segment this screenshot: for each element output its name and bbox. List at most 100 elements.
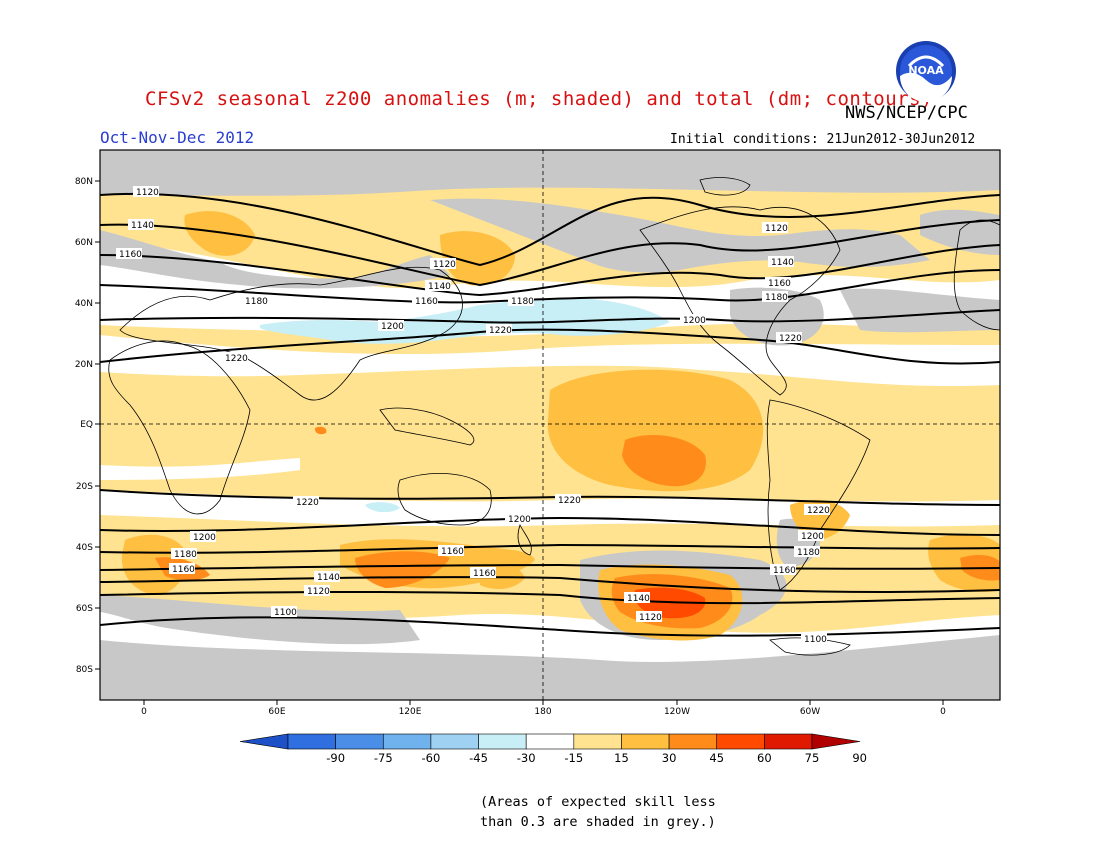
- contour-line-1120-nh: [100, 192, 1000, 267]
- lat-tick-label: 20S: [76, 482, 93, 492]
- colorbar-tick-label: 75: [805, 751, 820, 765]
- contour-label: 1220: [225, 354, 248, 364]
- lon-tick-label: 60W: [800, 707, 820, 717]
- skill-note-line-1: (Areas of expected skill less: [480, 794, 716, 810]
- colorbar-swatch: [478, 733, 527, 750]
- longitude-axis: [143, 700, 944, 705]
- contour-label: 1180: [245, 297, 268, 307]
- lat-tick-label: 80N: [75, 177, 93, 187]
- contour-label: 1200: [508, 515, 531, 525]
- lat-tick-label: 60S: [76, 604, 93, 614]
- skill-note: (Areas of expected skill less than 0.3 a…: [480, 792, 716, 832]
- contour-label: 1200: [683, 316, 706, 326]
- anomaly-shading: [100, 150, 1000, 700]
- colorbar-tick-label: 60: [757, 751, 772, 765]
- contour-line-1180-sh: [100, 543, 1000, 554]
- lon-tick-label: 120E: [399, 707, 422, 717]
- contour-label: 1220: [779, 334, 802, 344]
- contour-label: 1140: [428, 282, 451, 292]
- contour-label: 1120: [639, 613, 662, 623]
- contour-label: 1220: [296, 498, 319, 508]
- contour-line-1220-nh: [100, 328, 1000, 365]
- colorbar-tick-label: 90: [852, 751, 867, 765]
- contour-label: 1160: [119, 250, 142, 260]
- contour-line-1160-sh: [100, 563, 1000, 571]
- colorbar-swatch: [525, 733, 575, 750]
- contour-label: 1200: [193, 533, 216, 543]
- contour-line-1160-nh: [100, 244, 1000, 297]
- lat-tick-label: 40N: [75, 299, 93, 309]
- contour-line-1140-sh: [100, 576, 1000, 593]
- contour-label: 1120: [433, 260, 456, 270]
- lon-tick-label: 0: [141, 707, 147, 717]
- skill-note-line-2: than 0.3 are shaded in grey.): [480, 814, 716, 830]
- colorbar-tick-label: 45: [709, 751, 724, 765]
- contour-labels: 1120 1120 1120 1140 1140 1140 1160 1160 …: [116, 186, 830, 645]
- contour-label: 1180: [765, 293, 788, 303]
- colorbar-tick-label: -60: [422, 751, 441, 765]
- contour-line-1200-sh: [100, 516, 1000, 536]
- colorbar-swatch: [430, 733, 479, 750]
- colorbar-tick-label: -75: [374, 751, 393, 765]
- contour-label: 1160: [773, 566, 796, 576]
- contour-label: 1100: [804, 635, 827, 645]
- contour-label: 1120: [136, 188, 159, 198]
- colorbar-tick-label: 30: [662, 751, 677, 765]
- contour-line-1120-sh: [100, 590, 1000, 605]
- contour-label: 1200: [381, 322, 404, 332]
- contour-label: 1220: [807, 506, 830, 516]
- colorbar-swatch: [573, 733, 622, 750]
- contour-label: 1180: [174, 550, 197, 560]
- colorbar-tick-label: -15: [564, 751, 583, 765]
- contour-label: 1160: [473, 569, 496, 579]
- colorbar-swatch: [287, 733, 336, 750]
- colorbar-swatch: [716, 733, 765, 750]
- contour-label: 1220: [489, 326, 512, 336]
- contour-label: 1200: [801, 532, 824, 542]
- lat-tick-label: 40S: [76, 543, 93, 553]
- lat-tick-label: EQ: [80, 420, 93, 430]
- contour-line-1180-nh: [100, 269, 1000, 304]
- colorbar-arrow-low: [239, 733, 289, 750]
- contour-label: 1160: [172, 565, 195, 575]
- contour-label: 1180: [511, 297, 534, 307]
- lat-tick-label: 80S: [76, 665, 93, 675]
- initial-conditions-label: Initial conditions: 21Jun2012-30Jun2012: [670, 132, 976, 147]
- colorbar: -90 -75 -60 -45 -30 -15 15 30 45 60 75 90: [239, 733, 867, 765]
- latitude-axis: [95, 180, 100, 670]
- colorbar-tick-label: -90: [326, 751, 345, 765]
- season-label: Oct-Nov-Dec 2012: [100, 128, 255, 147]
- contour-label: 1140: [317, 573, 340, 583]
- colorbar-tick-label: -30: [517, 751, 536, 765]
- lat-tick-label: 20N: [75, 360, 93, 370]
- contour-label: 1140: [131, 221, 154, 231]
- contour-label: 1140: [627, 594, 650, 604]
- noaa-logo: NOAA: [896, 41, 956, 102]
- contour-label: 1160: [415, 297, 438, 307]
- map-frame: [99, 149, 1001, 701]
- lon-tick-label: 60E: [268, 707, 285, 717]
- colorbar-swatch: [382, 733, 432, 750]
- contour-label: 1120: [307, 587, 330, 597]
- colorbar-swatch: [621, 733, 670, 750]
- contour-label: 1120: [765, 224, 788, 234]
- lon-tick-label: 180: [534, 707, 551, 717]
- organization-label: NWS/NCEP/CPC: [845, 103, 968, 123]
- lon-tick-label: 120W: [664, 707, 690, 717]
- contour-label: 1100: [274, 608, 297, 618]
- contour-label: 1220: [558, 496, 581, 506]
- colorbar-swatch: [668, 733, 718, 750]
- contour-label: 1180: [797, 548, 820, 558]
- lon-tick-label: 0: [940, 707, 946, 717]
- contour-line-1140-nh: [100, 219, 1000, 287]
- colorbar-tick-label: -45: [469, 751, 488, 765]
- contour-label: 1140: [771, 258, 794, 268]
- colorbar-swatch: [335, 733, 384, 750]
- contour-label: 1160: [768, 279, 791, 289]
- colorbar-arrow-high: [811, 733, 861, 750]
- colorbar-swatch: [764, 733, 813, 750]
- height-contours: [100, 192, 1000, 637]
- logo-text: NOAA: [908, 64, 944, 77]
- contour-label: 1160: [441, 547, 464, 557]
